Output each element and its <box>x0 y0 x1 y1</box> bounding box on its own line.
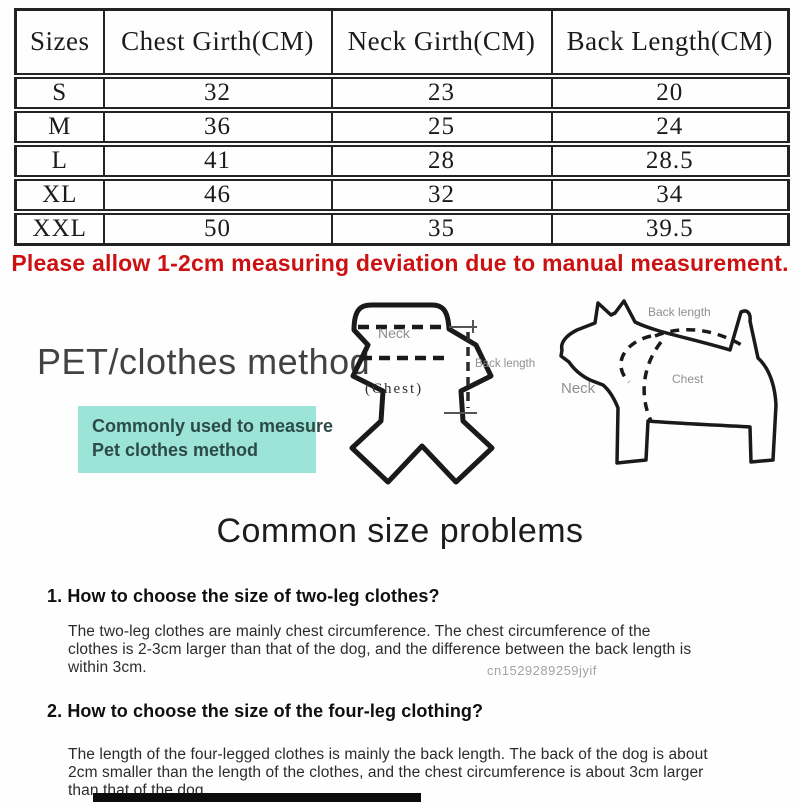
dog-chest-label: Chest <box>672 372 704 386</box>
back-cell: 28.5 <box>550 143 790 178</box>
size-cell: L <box>14 143 105 178</box>
clothes-outline-shape <box>349 302 495 485</box>
table-row: XL 46 32 34 <box>14 177 790 212</box>
back-cell: 34 <box>550 177 790 212</box>
measure-highlight-box: Commonly used to measure Pet clothes met… <box>78 406 334 473</box>
dog-chest-dashed-line <box>642 340 663 422</box>
chest-cell: 50 <box>102 211 333 244</box>
answer-line: The two-leg clothes are mainly chest cir… <box>68 623 651 640</box>
cutoff-text-bar <box>93 793 421 802</box>
size-table: Sizes Chest Girth(CM) Neck Girth(CM) Bac… <box>14 8 790 246</box>
pet-method-title: PET/clothes method <box>37 341 371 382</box>
answer-line: clothes is 2-3cm larger than that of the… <box>68 641 692 658</box>
dog-outline-shape <box>559 299 778 465</box>
back-cell: 39.5 <box>550 211 790 244</box>
highlight-line-1: Commonly used to measure <box>92 416 334 436</box>
chest-cell: 41 <box>102 143 333 178</box>
table-header-row: Sizes Chest Girth(CM) Neck Girth(CM) Bac… <box>14 9 790 76</box>
size-cell: XXL <box>14 211 105 244</box>
watermark: cn1529289259jyif <box>487 663 597 678</box>
table-row: L 41 28 28.5 <box>14 143 790 178</box>
qa-answer-2: The length of the four-legged clothes is… <box>68 746 748 800</box>
clothes-back-length-label: Back length <box>475 358 535 370</box>
chest-cell: 32 <box>102 75 333 110</box>
table-row: S 32 23 20 <box>14 75 790 110</box>
answer-line: The length of the four-legged clothes is… <box>68 746 708 763</box>
header-cell-neck: Neck Girth(CM) <box>330 9 553 76</box>
neck-cell: 32 <box>330 177 553 212</box>
clothes-chest-label: (Chest) <box>365 381 423 397</box>
answer-line: within 3cm. <box>68 659 147 676</box>
size-cell: M <box>14 109 105 144</box>
clothes-diagram: Neck (Chest) Back length <box>349 302 535 485</box>
problems-title: Common size problems <box>216 512 584 550</box>
neck-cell: 25 <box>330 109 553 144</box>
back-cell: 24 <box>550 109 790 144</box>
size-cell: XL <box>14 177 105 212</box>
neck-cell: 28 <box>330 143 553 178</box>
size-cell: S <box>14 75 105 110</box>
chest-cell: 46 <box>102 177 333 212</box>
clothes-neck-label: Neck <box>378 325 411 341</box>
qa-question-2: 2. How to choose the size of the four-le… <box>47 701 484 721</box>
back-cell: 20 <box>550 75 790 110</box>
answer-line: 2cm smaller than the length of the cloth… <box>68 764 704 781</box>
chest-cell: 36 <box>102 109 333 144</box>
qa-question-1: 1. How to choose the size of two-leg clo… <box>47 586 440 606</box>
neck-cell: 23 <box>330 75 553 110</box>
dog-back-length-label: Back length <box>648 305 711 319</box>
dog-back-dashed-line <box>654 328 746 349</box>
dog-neck-dashed-line <box>619 334 652 384</box>
table-row: XXL 50 35 39.5 <box>14 211 790 244</box>
table-row: M 36 25 24 <box>14 109 790 144</box>
highlight-line-2: Pet clothes method <box>92 439 259 460</box>
dog-diagram: Back length Neck Chest <box>559 299 778 465</box>
header-cell-back: Back Length(CM) <box>550 9 790 76</box>
deviation-note: Please allow 1-2cm measuring deviation d… <box>11 250 789 276</box>
dog-neck-label: Neck <box>561 380 596 397</box>
neck-cell: 35 <box>330 211 553 244</box>
header-cell-sizes: Sizes <box>14 9 105 76</box>
header-cell-chest: Chest Girth(CM) <box>102 9 333 76</box>
qa-answer-1: The two-leg clothes are mainly chest cir… <box>68 623 748 677</box>
